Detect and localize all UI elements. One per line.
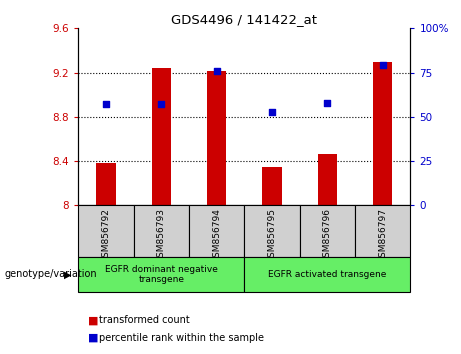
Bar: [78, 205, 134, 257]
Text: GSM856792: GSM856792: [101, 208, 111, 263]
Text: GSM856796: GSM856796: [323, 208, 332, 263]
Bar: [96, 163, 116, 205]
Bar: [244, 257, 410, 292]
Point: [102, 102, 110, 107]
Text: ■: ■: [88, 315, 98, 325]
Text: GSM856795: GSM856795: [267, 208, 277, 263]
Bar: [189, 205, 244, 257]
Bar: [152, 68, 171, 205]
Bar: [78, 257, 244, 292]
Text: GSM856797: GSM856797: [378, 208, 387, 263]
Bar: [262, 167, 282, 205]
Point: [268, 109, 276, 114]
Point: [379, 63, 386, 68]
Text: GSM856793: GSM856793: [157, 208, 166, 263]
Text: transformed count: transformed count: [99, 315, 190, 325]
Bar: [134, 205, 189, 257]
Text: ■: ■: [88, 333, 98, 343]
Text: EGFR dominant negative
transgene: EGFR dominant negative transgene: [105, 265, 218, 284]
Point: [324, 100, 331, 105]
Text: EGFR activated transgene: EGFR activated transgene: [268, 270, 386, 279]
Text: genotype/variation: genotype/variation: [5, 269, 97, 279]
Point: [158, 102, 165, 107]
Bar: [355, 205, 410, 257]
Bar: [207, 72, 226, 205]
Point: [213, 68, 220, 74]
Text: GSM856794: GSM856794: [212, 208, 221, 263]
Bar: [300, 205, 355, 257]
Bar: [244, 205, 300, 257]
Title: GDS4496 / 141422_at: GDS4496 / 141422_at: [171, 13, 317, 26]
Text: ▶: ▶: [64, 269, 71, 279]
Bar: [373, 62, 392, 205]
Bar: [318, 154, 337, 205]
Text: percentile rank within the sample: percentile rank within the sample: [99, 333, 264, 343]
